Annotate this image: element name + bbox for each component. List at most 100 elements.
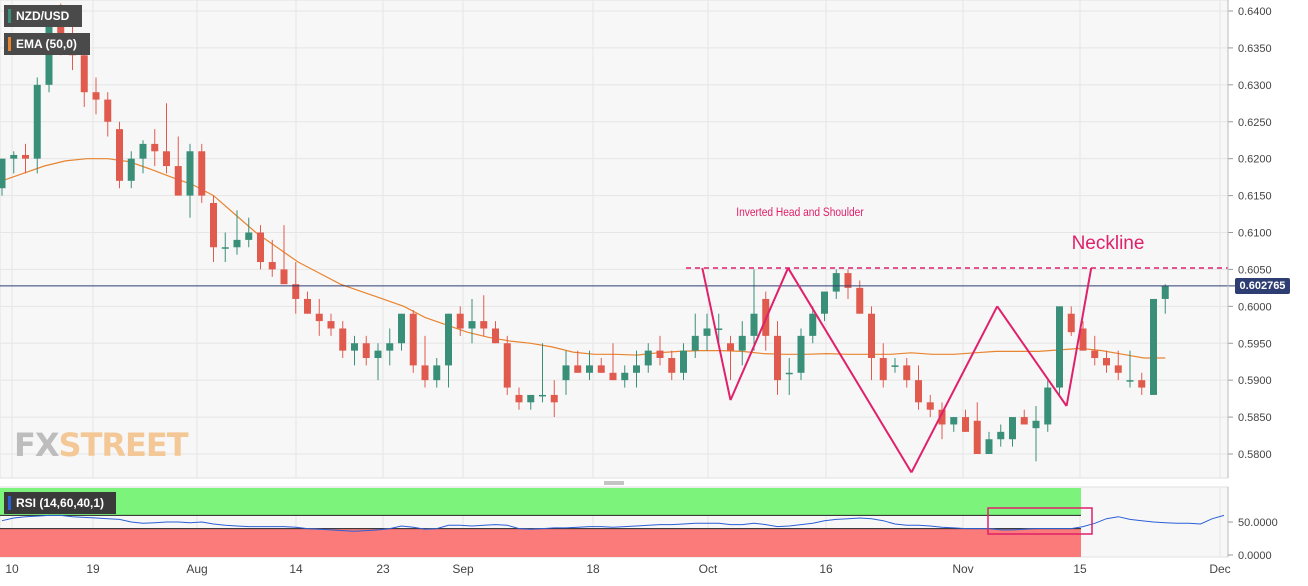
pattern-annotation: Inverted Head and Shoulder [736, 206, 864, 219]
candle-body [503, 343, 511, 388]
candle-body [891, 365, 899, 367]
candle-body [456, 313, 464, 329]
candle-body [656, 350, 664, 359]
candle-body [10, 154, 18, 159]
candle-body [268, 262, 276, 270]
candle-body [1114, 365, 1122, 373]
candle-body [327, 321, 335, 329]
candle-body [738, 335, 746, 351]
candle-body [386, 343, 394, 351]
y-tick-label: 0.6000 [1238, 301, 1272, 313]
candle-body [562, 365, 570, 381]
x-tick-label: 19 [86, 562, 100, 576]
candle-body [151, 143, 159, 152]
candle-body [210, 202, 217, 248]
candle-body [844, 273, 852, 288]
candle-body [492, 328, 499, 344]
y-tick-label: 0.6300 [1238, 80, 1272, 92]
pair-label-text: NZD/USD [16, 9, 70, 23]
candle-body [315, 313, 323, 322]
candle-body [174, 166, 182, 196]
x-tick-label: 15 [1073, 562, 1087, 576]
candle-body [574, 365, 582, 373]
candle-body [409, 313, 417, 366]
candle-body [22, 154, 29, 159]
candle-body [680, 350, 687, 373]
candle-body [292, 284, 300, 299]
ema-line [1, 158, 1166, 359]
candle-body [468, 321, 476, 329]
candle-body [915, 380, 922, 403]
candle-body [609, 372, 617, 381]
candle-body [997, 431, 1005, 440]
rsi-line [1, 514, 1225, 532]
candle-body [1032, 420, 1040, 429]
candle-body [163, 151, 170, 167]
pair-swatch [8, 9, 11, 23]
candle-body [1044, 387, 1052, 425]
rsi-y-tick-label: 0.0000 [1238, 550, 1272, 562]
candle-body [962, 417, 969, 432]
candle-body [985, 439, 993, 454]
candle-body [809, 313, 817, 336]
candle-body [374, 350, 382, 359]
candle-body [280, 269, 288, 285]
rsi-label-text: RSI (14,60,40,1) [16, 496, 105, 510]
candle-body [527, 394, 535, 403]
candle-body [233, 239, 241, 248]
x-tick-label: 14 [289, 562, 303, 576]
y-tick-label: 0.6100 [1238, 228, 1272, 240]
y-tick-label: 0.6250 [1238, 117, 1272, 129]
candle-body [0, 158, 6, 189]
y-tick-label: 0.6400 [1238, 6, 1272, 18]
x-tick-label: 10 [5, 562, 19, 576]
candle-body [926, 402, 934, 410]
ema-swatch [8, 37, 11, 51]
candle-body [116, 129, 123, 181]
x-tick-label: 23 [376, 562, 390, 576]
candle-body [1138, 380, 1146, 388]
candle-body [515, 394, 523, 403]
candle-body [621, 372, 629, 381]
pattern-segment [910, 305, 999, 473]
rsi-highlight-box [987, 507, 1093, 535]
candle-body [398, 313, 405, 344]
candle-body [550, 394, 558, 403]
legend-rsi-label: RSI (14,60,40,1) [4, 492, 116, 514]
candle-body [221, 247, 229, 249]
candle-body [92, 92, 100, 100]
last-price-tag: 0.602765 [1235, 278, 1290, 294]
pattern-segment [701, 267, 732, 401]
candle-body [57, 18, 65, 41]
rsi-y-tick-label: 50.0000 [1238, 517, 1278, 529]
candle-body [832, 273, 840, 292]
candle-body [33, 84, 41, 159]
candle-body [797, 335, 805, 373]
pattern-segment [787, 267, 913, 473]
candle-body [597, 365, 605, 373]
candle-body [104, 99, 112, 122]
candle-body [774, 335, 781, 381]
candle-body [633, 365, 640, 373]
candle-body [1161, 285, 1169, 299]
x-tick-label: 18 [586, 562, 600, 576]
candle-body [304, 298, 311, 314]
candle-body [668, 358, 676, 373]
y-tick-label: 0.5850 [1238, 412, 1272, 424]
candle-body [257, 232, 264, 263]
y-tick-label: 0.6150 [1238, 191, 1272, 203]
candle-body [785, 372, 793, 375]
candle-body [727, 343, 734, 351]
x-tick-label: Oct [699, 562, 718, 576]
x-tick-label: Nov [952, 562, 973, 576]
candle-body [1067, 313, 1075, 333]
x-tick-label: Sep [452, 562, 474, 576]
candle-body [750, 313, 758, 336]
y-tick-label: 0.5900 [1238, 375, 1272, 387]
candle-body [1150, 298, 1157, 395]
rsi-oversold-zone [0, 528, 1081, 557]
y-tick-label: 0.5800 [1238, 449, 1272, 461]
candle-body [1126, 380, 1134, 382]
